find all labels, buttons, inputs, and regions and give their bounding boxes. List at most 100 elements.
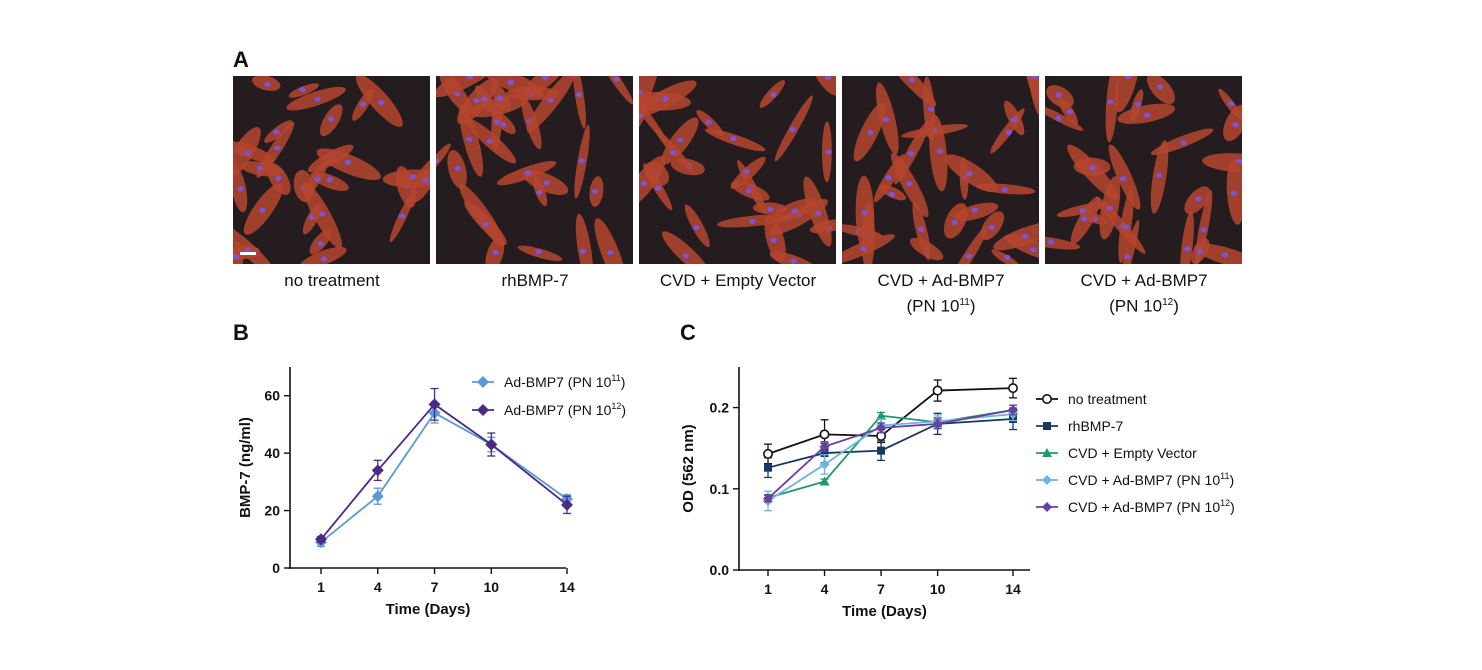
- micrograph-texture: [1045, 76, 1242, 264]
- micrograph-no-treatment: [233, 76, 430, 264]
- cell-nucleus: [770, 91, 777, 98]
- cell-nucleus: [1156, 84, 1164, 90]
- cell-nucleus: [639, 89, 643, 95]
- series-1: [315, 387, 573, 546]
- data-point: [485, 438, 498, 451]
- micrograph-label: CVD + Empty Vector: [628, 270, 848, 292]
- data-point: [1042, 448, 1052, 457]
- y-tick-label: 40: [264, 445, 280, 461]
- cell-nucleus: [971, 207, 979, 213]
- cell-nucleus: [256, 165, 264, 171]
- data-point: [1042, 393, 1053, 404]
- cell-nucleus: [1125, 76, 1132, 80]
- data-point: [477, 376, 489, 388]
- micrograph-label: CVD + Ad-BMP7 (PN 1011): [831, 270, 1051, 318]
- x-tick-label: 7: [431, 579, 439, 595]
- cell-nucleus: [1055, 92, 1062, 98]
- cell-nucleus: [273, 129, 280, 135]
- cell-nucleus: [861, 210, 868, 216]
- cell-nucleus: [1066, 109, 1073, 115]
- cell-nucleus: [639, 113, 643, 119]
- x-tick-label: 1: [764, 581, 772, 597]
- cell-nucleus: [670, 150, 677, 156]
- cell-nucleus: [264, 81, 271, 88]
- y-tick-label: 0.2: [710, 400, 730, 416]
- data-point: [819, 429, 830, 440]
- label-text: CVD + Empty Vector: [659, 271, 817, 290]
- cell-nucleus: [677, 137, 684, 143]
- cell-nucleus: [543, 180, 550, 186]
- cell-nucleus: [825, 149, 832, 155]
- legend-item: rhBMP-7: [1036, 418, 1123, 434]
- cell-nucleus: [824, 76, 832, 80]
- data-point: [477, 404, 489, 416]
- data-point: [819, 459, 830, 470]
- cell-nucleus: [908, 77, 916, 83]
- data-point: [820, 449, 829, 458]
- label-text: rhBMP-7: [501, 271, 569, 290]
- y-tick-label: 0.0: [710, 562, 730, 578]
- cell-nucleus: [320, 256, 328, 262]
- cell-nucleus: [454, 91, 461, 97]
- cell-nucleus: [654, 185, 662, 191]
- y-tick-label: 0.1: [710, 481, 730, 497]
- cell-nucleus: [882, 116, 890, 123]
- micrograph-label: no treatment: [222, 270, 442, 292]
- label-subtext: (PN 1011): [906, 296, 976, 316]
- cell-nucleus: [299, 87, 306, 93]
- micrograph-empty-vector: [639, 76, 836, 264]
- cell-nucleus: [815, 210, 822, 217]
- micrograph-texture: [436, 76, 633, 264]
- cell-nucleus: [314, 176, 321, 182]
- cell-nucleus: [791, 208, 798, 214]
- legend-label: Ad-BMP7 (PN 1011): [504, 373, 625, 390]
- cell-nucleus: [542, 76, 549, 81]
- cell-nucleus: [1021, 233, 1029, 239]
- legend-label: CVD + Ad-BMP7 (PN 1012): [1068, 498, 1235, 515]
- cell-nucleus: [591, 188, 599, 195]
- micrograph-rhbmp7: [436, 76, 633, 264]
- micrograph-ad-bmp7-pn12: [1045, 76, 1242, 264]
- series-line: [767, 418, 1014, 469]
- cell-nucleus: [482, 221, 489, 227]
- cell-nucleus: [789, 127, 796, 133]
- label-text: CVD + Ad-BMP7: [1080, 271, 1208, 290]
- data-point: [1043, 422, 1051, 430]
- cell-nucleus: [436, 157, 440, 164]
- x-axis-label: Time (Days): [386, 601, 471, 618]
- cell-nucleus: [1029, 247, 1037, 253]
- x-tick-label: 1: [317, 579, 325, 595]
- scale-bar: [240, 252, 256, 255]
- cell-nucleus: [693, 224, 700, 231]
- data-point: [1042, 502, 1052, 512]
- cell-nucleus: [1055, 115, 1062, 122]
- cell-nucleus: [749, 219, 756, 225]
- data-point: [763, 493, 773, 504]
- cell-nucleus: [1200, 227, 1207, 233]
- cell-nucleus: [524, 170, 531, 176]
- data-point: [876, 422, 887, 433]
- cell-nucleus: [275, 175, 282, 181]
- cell-nucleus: [578, 158, 585, 164]
- cell-nucleus: [1195, 196, 1202, 202]
- cell-nucleus: [860, 246, 867, 252]
- cell-nucleus: [244, 150, 252, 156]
- cell-nucleus: [766, 206, 774, 213]
- cell-nucleus: [907, 151, 915, 157]
- cell-nucleus: [662, 95, 669, 102]
- cell-nucleus: [966, 171, 973, 177]
- x-tick-label: 14: [1005, 581, 1021, 597]
- micrograph-label: CVD + Ad-BMP7 (PN 1012): [1034, 270, 1254, 318]
- cell-nucleus: [1232, 122, 1239, 128]
- cell-nucleus: [905, 181, 913, 187]
- cell-nucleus: [344, 159, 351, 165]
- cell-nucleus: [1107, 99, 1114, 105]
- data-point: [371, 464, 384, 477]
- cell-nucleus: [486, 138, 494, 144]
- cell-nucleus: [790, 258, 797, 264]
- cell-nucleus: [1124, 254, 1131, 260]
- cell-nucleus: [1031, 76, 1039, 80]
- panel-a-letter: A: [233, 47, 249, 72]
- cell-nucleus: [481, 96, 488, 102]
- x-axis-label: Time (Days): [842, 603, 927, 620]
